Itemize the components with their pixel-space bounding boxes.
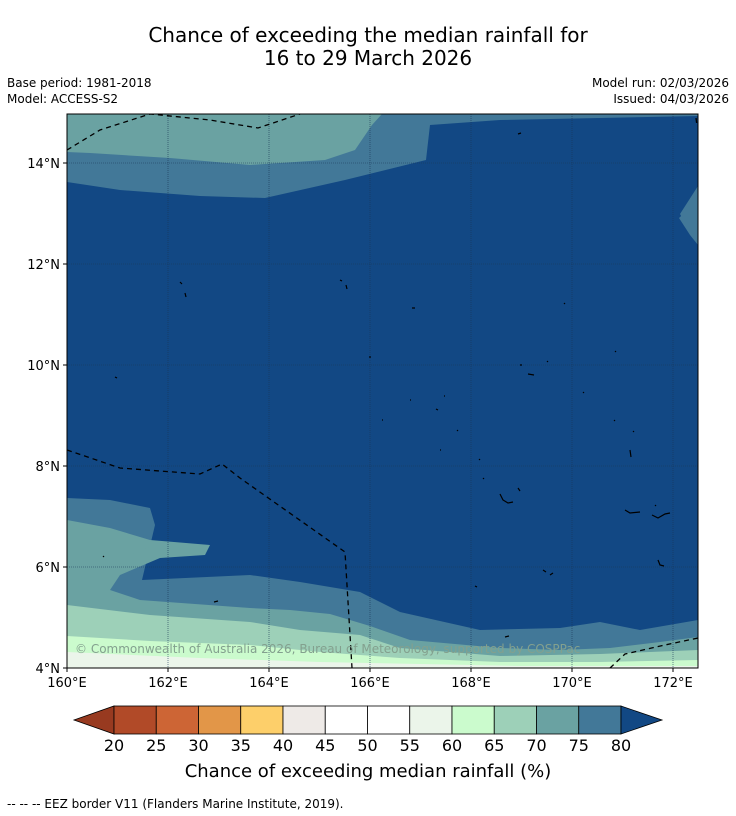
island — [382, 419, 459, 451]
colorbar-segment — [282, 705, 326, 735]
island — [478, 458, 485, 480]
lon-label-166E: 166°E — [350, 676, 390, 691]
base-period: Base period: 1981-2018 — [7, 76, 152, 90]
colorbar-segment — [240, 705, 284, 735]
colorbar-tick-label: 65 — [484, 736, 505, 755]
colorbar-segment — [155, 705, 199, 735]
island — [520, 360, 549, 376]
island — [410, 395, 445, 411]
island — [613, 419, 635, 458]
region-north-70-75 — [67, 114, 382, 165]
colorbar-segment — [451, 705, 495, 735]
map-title-line-1: Chance of exceeding the median rainfall … — [148, 23, 588, 47]
colorbar-tick-label: 55 — [399, 736, 420, 755]
lat-label-6N: 6°N — [36, 561, 61, 576]
island — [102, 555, 219, 603]
colorbar-segment — [113, 705, 157, 735]
colorbar-extend-low — [72, 705, 115, 735]
lat-label-12N: 12°N — [27, 258, 60, 273]
lon-label-164E: 164°E — [249, 676, 289, 691]
island — [339, 279, 348, 290]
island — [624, 509, 671, 519]
map-gridlines — [67, 114, 698, 668]
island — [542, 569, 554, 576]
colorbar-segment — [493, 705, 537, 735]
island — [179, 281, 187, 298]
map-background-80-plus — [67, 114, 698, 668]
colorbar-segment — [536, 705, 580, 735]
longitude-labels: 160°E 162°E 164°E 166°E 168°E 170°E 172°… — [47, 676, 693, 691]
island — [563, 302, 566, 305]
island — [474, 585, 510, 638]
lat-label-4N: 4°N — [36, 662, 61, 677]
map-frame — [66, 113, 699, 669]
lat-label-10N: 10°N — [27, 359, 60, 374]
eez-borders — [67, 114, 698, 668]
lon-label-172E: 172°E — [653, 676, 693, 691]
island — [517, 132, 522, 135]
lon-label-162E: 162°E — [148, 676, 188, 691]
colorbar-extend-high — [620, 705, 664, 735]
islands — [102, 132, 671, 638]
colorbar-tick-label: 25 — [146, 736, 167, 755]
colorbar-tick-label: 30 — [188, 736, 209, 755]
lat-label-8N: 8°N — [36, 460, 61, 475]
colorbar-tick-label: 70 — [526, 736, 547, 755]
eez-border-northeast — [695, 117, 698, 127]
lon-label-168E: 168°E — [451, 676, 491, 691]
island — [114, 376, 118, 379]
issued-date: Issued: 04/03/2026 — [613, 92, 729, 106]
colorbar-tick-label: 20 — [103, 736, 125, 755]
colorbar-segment — [409, 705, 453, 735]
island — [582, 350, 617, 394]
colorbar-segment — [198, 705, 242, 735]
colorbar-segment — [324, 705, 368, 735]
colorbar — [72, 705, 664, 735]
colorbar-segment — [578, 705, 622, 735]
colorbar-title: Chance of exceeding median rainfall (%) — [184, 761, 552, 782]
eez-border-legend: -- -- -- EEZ border V11 (Flanders Marine… — [7, 797, 344, 811]
region-west-70-75-patch — [67, 528, 152, 578]
lon-label-160E: 160°E — [47, 676, 87, 691]
latitude-labels: 14°N 12°N 10°N 8°N 6°N 4°N — [27, 157, 60, 677]
axis-ticks — [63, 162, 674, 672]
copyright-notice: © Commonwealth of Australia 2026, Bureau… — [75, 642, 580, 656]
eez-border-southeast — [609, 637, 698, 668]
model-run-date: Model run: 02/03/2026 — [591, 76, 729, 90]
region-south-55-60 — [67, 652, 698, 668]
lon-label-170E: 170°E — [552, 676, 592, 691]
colorbar-segment — [367, 705, 411, 735]
model-name: Model: ACCESS-S2 — [7, 92, 119, 106]
lat-label-14N: 14°N — [27, 157, 60, 172]
island — [654, 504, 665, 567]
map-title-line-2: 16 to 29 March 2026 — [263, 46, 473, 70]
eez-border-north — [67, 114, 301, 151]
colorbar-tick-label: 40 — [272, 736, 294, 755]
colorbar-tick-label: 60 — [441, 736, 463, 755]
region-east-70-75 — [680, 186, 698, 245]
island — [499, 487, 521, 504]
colorbar-tick-label: 80 — [610, 736, 632, 755]
rainfall-probability-map — [67, 114, 698, 668]
colorbar-tick-label: 45 — [315, 736, 336, 755]
colorbar-tick-label: 50 — [357, 736, 378, 755]
eez-border-central — [67, 449, 353, 668]
colorbar-tick-label: 75 — [568, 736, 589, 755]
colorbar-tick-label: 35 — [230, 736, 251, 755]
